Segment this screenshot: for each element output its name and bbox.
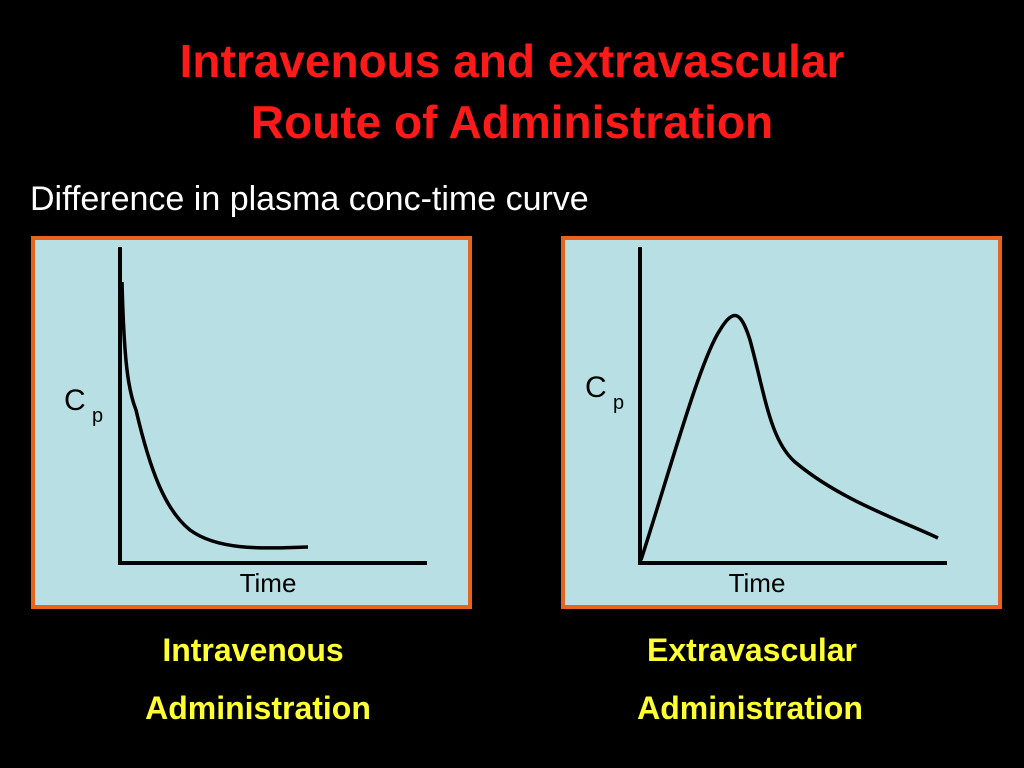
caption: Administration: [145, 690, 371, 726]
y-label-sub: p: [613, 392, 624, 414]
iv-curve: [120, 281, 309, 550]
ev-curve: [639, 313, 939, 561]
panel: [561, 236, 1002, 609]
subtitle: Difference in plasma conc-time curve: [30, 180, 589, 218]
caption: Intravenous: [162, 632, 343, 668]
title-line: Intravenous and extravascular: [180, 35, 845, 87]
y-label-sub: p: [92, 405, 103, 427]
y-label: C: [64, 384, 86, 417]
panel: [31, 236, 472, 609]
y-label: C: [585, 371, 607, 404]
x-label: Time: [240, 568, 297, 598]
caption: Extravascular: [647, 632, 857, 668]
title-line: Route of Administration: [251, 96, 773, 148]
caption: Administration: [637, 690, 863, 726]
x-label: Time: [729, 568, 786, 598]
